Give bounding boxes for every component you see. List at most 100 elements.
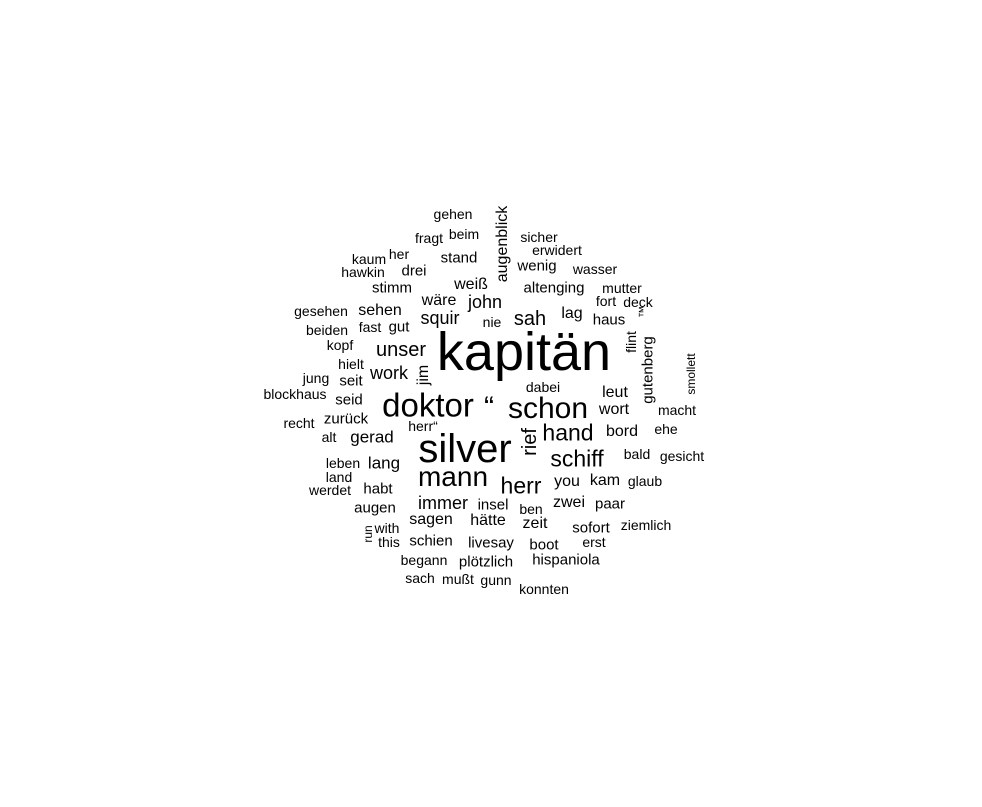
word-cloud-word: kam bbox=[589, 472, 621, 489]
word-cloud-word: habt bbox=[363, 480, 393, 498]
word-cloud-word: you bbox=[554, 473, 580, 490]
word-cloud-word: livesay bbox=[468, 534, 514, 552]
word-cloud-word: “ bbox=[484, 391, 494, 424]
word-cloud-word: wort bbox=[598, 401, 630, 418]
word-cloud-word: kaum bbox=[351, 251, 387, 267]
word-cloud-word: plötzlich bbox=[458, 553, 514, 571]
word-cloud-word: begann bbox=[400, 552, 448, 568]
word-cloud-word: hawkin bbox=[341, 264, 385, 280]
word-cloud-word: hand bbox=[542, 419, 594, 446]
word-cloud-word: bord bbox=[605, 423, 639, 440]
word-cloud-word: gutenberg bbox=[639, 336, 657, 404]
word-cloud-word: haus bbox=[592, 311, 626, 329]
word-cloud-word: erwidert bbox=[532, 242, 582, 258]
word-cloud-word: hätte bbox=[470, 512, 506, 529]
word-cloud-word: nie bbox=[482, 314, 502, 330]
word-cloud-word: seit bbox=[339, 372, 363, 390]
word-cloud-word: stimm bbox=[372, 279, 412, 297]
word-cloud-word: deck bbox=[623, 294, 653, 310]
word-cloud-word: kopf bbox=[326, 337, 354, 353]
word-cloud-word: blockhaus bbox=[263, 386, 327, 402]
word-cloud-word: gut bbox=[388, 318, 410, 336]
word-cloud-word: beim bbox=[448, 226, 480, 242]
word-cloud-word: fort bbox=[595, 293, 617, 309]
word-cloud-word: rief bbox=[519, 428, 541, 456]
word-cloud-word: squir bbox=[420, 308, 460, 328]
word-cloud-word: macht bbox=[657, 402, 697, 418]
word-cloud-word: unser bbox=[375, 339, 427, 361]
word-cloud-word: weiß bbox=[454, 276, 488, 293]
word-cloud-word: silver bbox=[418, 427, 512, 471]
word-cloud-word: schien bbox=[409, 532, 453, 550]
word-cloud-word: paar bbox=[594, 495, 626, 513]
word-cloud-word: jung bbox=[302, 370, 330, 386]
word-cloud-word: sofort bbox=[572, 519, 610, 537]
word-cloud-word: sicher bbox=[520, 229, 558, 245]
word-cloud-word: glaub bbox=[627, 473, 663, 489]
word-cloud-word: schiff bbox=[550, 445, 604, 472]
word-cloud-word: bald bbox=[623, 446, 651, 462]
word-cloud-word: gehen bbox=[433, 206, 473, 222]
word-cloud-word: mußt bbox=[442, 571, 474, 587]
word-cloud-word: alt bbox=[321, 429, 337, 445]
word-cloud-word: with bbox=[374, 520, 400, 536]
word-cloud-word: hispaniola bbox=[532, 551, 600, 569]
word-cloud-word: leut bbox=[602, 384, 628, 401]
word-cloud-word: jim bbox=[415, 364, 432, 386]
word-cloud-word: wenig bbox=[517, 257, 557, 275]
word-cloud-word: run bbox=[361, 525, 375, 543]
word-cloud-word: erst bbox=[582, 534, 606, 550]
word-cloud-word: fragt bbox=[414, 230, 444, 246]
word-cloud-word: gerad bbox=[350, 427, 394, 447]
word-cloud-word: sach bbox=[405, 570, 435, 586]
word-cloud-word: flint bbox=[623, 331, 639, 353]
word-cloud-word: augen bbox=[354, 499, 396, 517]
word-cloud-word: mutter bbox=[602, 280, 642, 296]
word-cloud-word: hielt bbox=[338, 356, 364, 372]
word-cloud-word: mann bbox=[417, 461, 489, 492]
word-cloud-word: boot bbox=[529, 536, 559, 554]
word-cloud-word: ben bbox=[519, 501, 543, 517]
word-cloud-word: seid bbox=[335, 391, 363, 409]
word-cloud-word: recht bbox=[283, 415, 315, 431]
word-cloud-word: dabei bbox=[525, 379, 561, 395]
word-cloud-word: her bbox=[388, 246, 410, 262]
word-cloud-word: beiden bbox=[305, 322, 349, 338]
word-cloud-word: stand bbox=[440, 249, 478, 267]
word-cloud-word: drei bbox=[401, 262, 427, 280]
word-cloud-word: gesicht bbox=[659, 448, 705, 464]
word-cloud-word: gesehen bbox=[294, 303, 348, 319]
word-cloud-word: smollett bbox=[684, 353, 698, 395]
word-cloud-word: wasser bbox=[572, 261, 618, 277]
word-cloud-word: schon bbox=[507, 392, 589, 425]
word-cloud-word: zwei bbox=[552, 494, 586, 511]
word-cloud-word: sagen bbox=[409, 511, 453, 528]
word-cloud-word: ehe bbox=[654, 421, 678, 437]
word-cloud-word: work bbox=[369, 363, 409, 383]
word-cloud-word: lag bbox=[561, 305, 583, 322]
word-cloud-word: john bbox=[467, 292, 503, 312]
word-cloud-word: zurück bbox=[323, 410, 369, 428]
word-cloud-word: insel bbox=[477, 496, 509, 514]
word-cloud-word: ziemlich bbox=[620, 517, 672, 533]
word-cloud-word: sehen bbox=[358, 302, 402, 319]
word-cloud-word: land bbox=[325, 469, 353, 485]
word-cloud-word: this bbox=[378, 534, 400, 550]
word-cloud-word: doktor bbox=[382, 386, 474, 424]
word-cloud-word: augenblick bbox=[494, 205, 511, 283]
word-cloud-word: ™ bbox=[636, 306, 650, 318]
word-cloud-word: herr“ bbox=[408, 418, 438, 434]
word-cloud-word: zeit bbox=[522, 515, 548, 532]
word-cloud-word: immer bbox=[418, 493, 468, 513]
word-cloud-word: altenging bbox=[523, 279, 585, 297]
word-cloud-word: gunn bbox=[480, 572, 512, 588]
word-cloud-word: sah bbox=[513, 308, 547, 330]
word-cloud-word: kapitän bbox=[436, 322, 612, 382]
word-cloud-word: fast bbox=[358, 319, 382, 335]
word-cloud-word: konnten bbox=[519, 581, 569, 597]
word-cloud-word: werdet bbox=[308, 482, 352, 498]
word-cloud-word: lang bbox=[367, 453, 401, 473]
word-cloud-word: leben bbox=[325, 455, 361, 471]
word-cloud-word: herr bbox=[500, 472, 542, 499]
